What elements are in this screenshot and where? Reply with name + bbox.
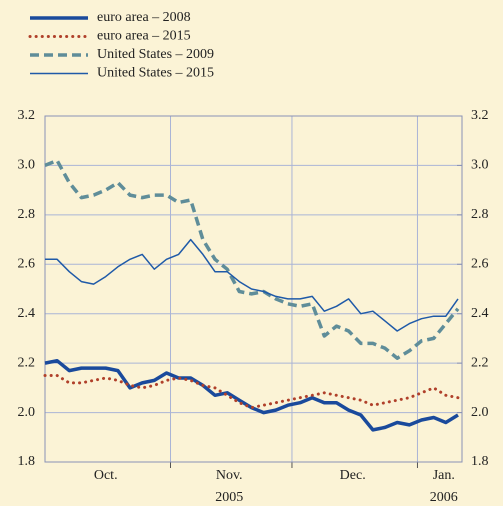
y2-tick-label: 3.0 xyxy=(471,158,489,173)
y2-tick-label: 2.4 xyxy=(471,306,489,321)
x-tick-label: Nov. xyxy=(216,468,243,483)
y2-tick-label: 2.2 xyxy=(471,355,489,370)
y-tick-label: 1.8 xyxy=(18,454,36,469)
y2-tick-label: 3.2 xyxy=(471,108,489,123)
legend-label: United States – 2015 xyxy=(97,66,214,81)
x-tick-label: Dec. xyxy=(340,468,366,483)
y2-tick-label: 1.8 xyxy=(471,454,489,469)
legend-label: euro area – 2015 xyxy=(97,29,191,44)
y-tick-label: 2.0 xyxy=(18,405,36,420)
y2-tick-label: 2.0 xyxy=(471,405,489,420)
x-tick-label: Oct. xyxy=(94,468,118,483)
y2-tick-label: 2.8 xyxy=(471,207,489,222)
y-tick-label: 2.2 xyxy=(18,355,36,370)
y-tick-label: 2.6 xyxy=(18,257,36,272)
y-tick-label: 2.4 xyxy=(18,306,36,321)
year-label: 2006 xyxy=(430,490,458,505)
legend-label: United States – 2009 xyxy=(97,47,214,62)
series-line xyxy=(45,238,459,332)
y-tick-label: 2.8 xyxy=(18,207,36,222)
legend-label: euro area – 2008 xyxy=(97,10,191,25)
series-line xyxy=(44,158,460,360)
x-tick-label: Jan. xyxy=(433,468,455,483)
series-line xyxy=(43,374,460,410)
plot-frame xyxy=(44,115,463,463)
y2-tick-label: 2.6 xyxy=(471,257,489,272)
y-tick-label: 3.2 xyxy=(18,108,36,123)
year-label: 2005 xyxy=(215,490,243,505)
y-tick-label: 3.0 xyxy=(18,158,36,173)
